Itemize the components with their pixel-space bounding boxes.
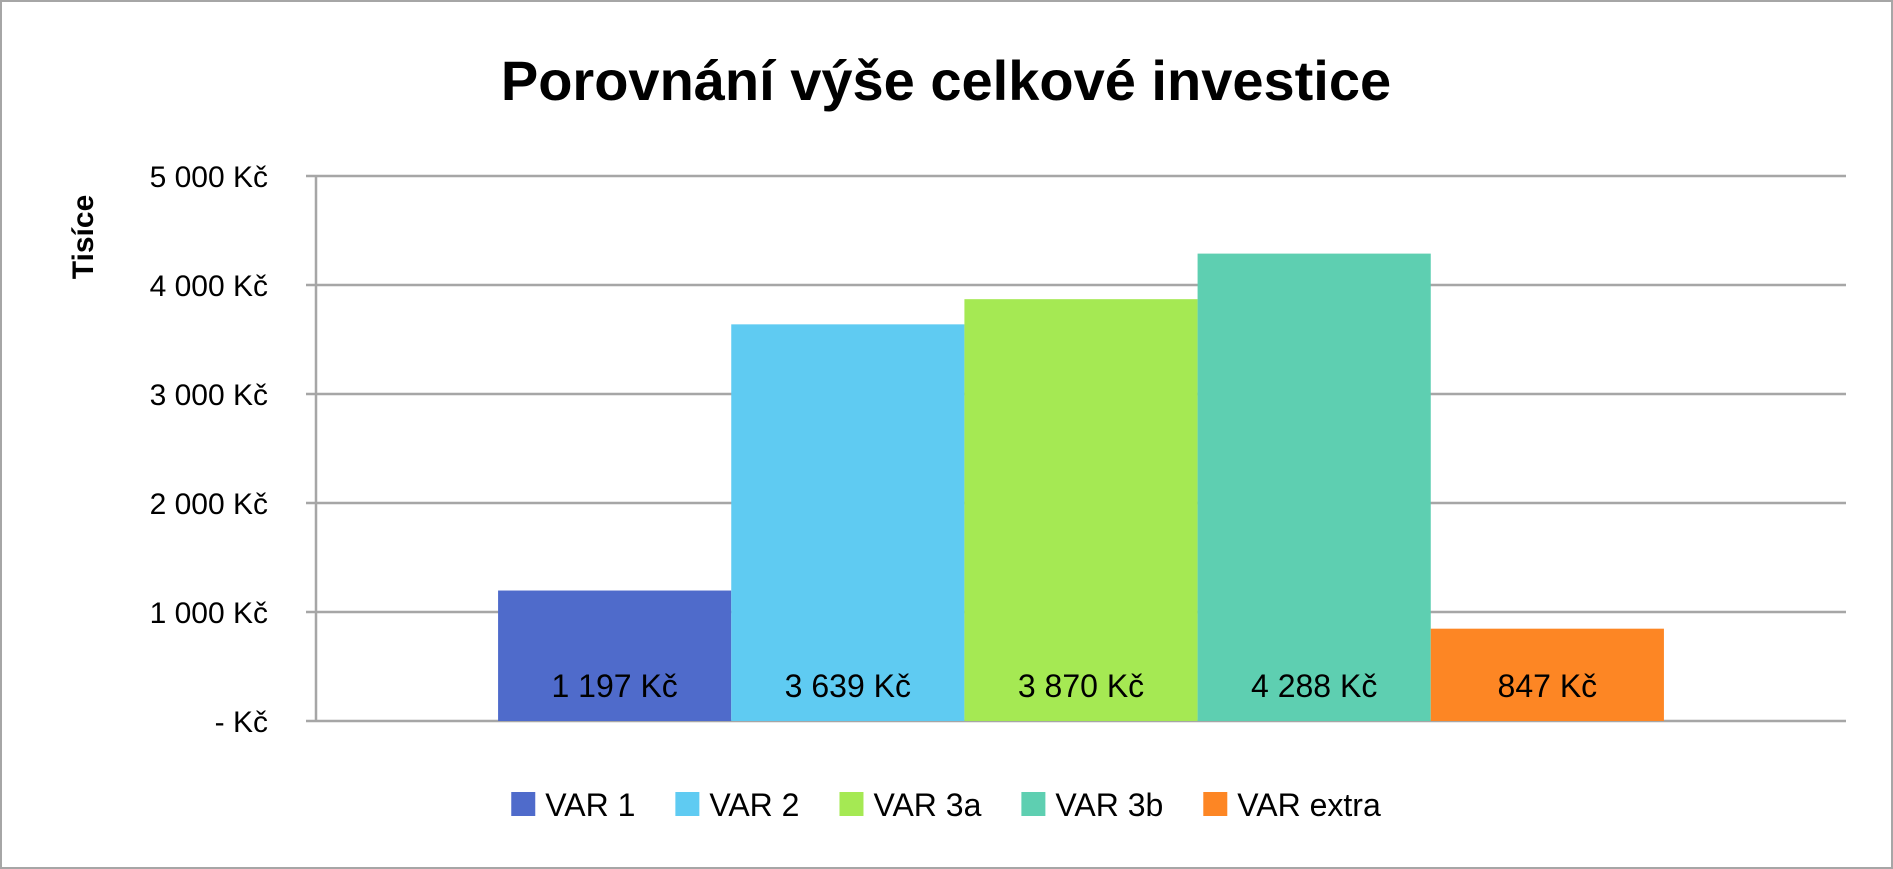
bar-var-extra <box>1430 628 1664 721</box>
bar-var-3b <box>1197 253 1431 721</box>
legend-swatch <box>511 792 536 816</box>
y-axis-ticks: - Kč 1 000 Kč 2 000 Kč 3 000 Kč 4 000 Kč 5 00… <box>150 161 268 739</box>
y-tick-label: 1 000 Kč <box>150 597 268 630</box>
bar-var-2 <box>731 324 965 721</box>
bar-var-3a <box>964 299 1198 721</box>
data-labels: 1 197 Kč 3 639 Kč 3 870 Kč 4 288 Kč 847 Kč <box>551 668 1597 704</box>
data-label: 4 288 Kč <box>1251 668 1377 704</box>
y-tick-label: 3 000 Kč <box>150 379 268 412</box>
data-label: 3 870 Kč <box>1018 668 1144 704</box>
legend-label: VAR 3b <box>1055 787 1163 823</box>
legend-label: VAR 3a <box>873 787 981 823</box>
legend-swatch <box>839 792 864 816</box>
legend-swatch <box>1203 792 1228 816</box>
legend-label: VAR extra <box>1237 787 1381 823</box>
y-tick-label: - Kč <box>215 706 268 739</box>
data-label: 1 197 Kč <box>551 668 677 704</box>
bar-var-1 <box>498 590 732 721</box>
legend-swatch <box>675 792 700 816</box>
chart-title: Porovnání výše celkové investice <box>501 49 1391 112</box>
data-label: 847 Kč <box>1498 668 1598 704</box>
y-tick-label: 2 000 Kč <box>150 488 268 521</box>
legend: VAR 1 VAR 2 VAR 3a VAR 3b VAR extra <box>511 787 1381 823</box>
y-tick-label: 5 000 Kč <box>150 161 268 194</box>
bars <box>498 253 1664 721</box>
legend-label: VAR 2 <box>709 787 799 823</box>
legend-swatch <box>1021 792 1046 816</box>
legend-label: VAR 1 <box>545 787 635 823</box>
y-axis-title: Tisíce <box>67 195 100 280</box>
data-label: 3 639 Kč <box>785 668 911 704</box>
y-tick-label: 4 000 Kč <box>150 270 268 303</box>
